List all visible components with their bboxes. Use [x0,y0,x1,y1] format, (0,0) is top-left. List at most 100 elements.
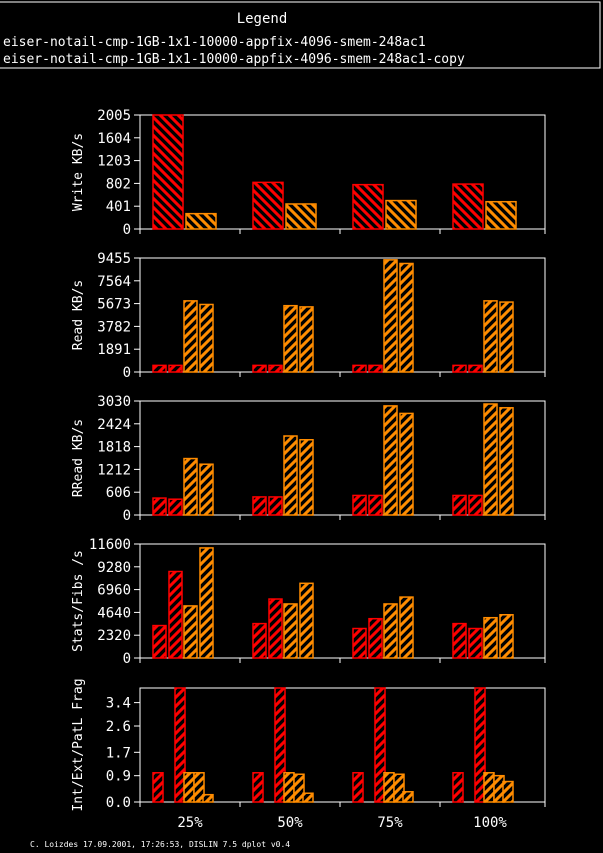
bar [252,622,267,659]
bar [452,364,467,373]
bar [499,614,514,659]
bar [283,435,298,516]
bar [152,114,184,230]
bar [483,772,495,803]
y-tick-label: 606 [106,485,131,501]
y-axis-label: Int/Ext/PatL Frag [71,678,86,811]
legend-entry-2: eiser-notail-cmp-1GB-1x1-10000-appfix-40… [3,52,465,67]
y-tick-label: 802 [106,176,131,192]
bar [483,616,498,659]
bar [352,494,367,516]
bar [185,212,217,230]
bar [252,496,267,516]
bar [352,627,367,659]
bar [183,300,198,373]
plot-frame [139,400,546,516]
bar [452,772,464,803]
bar [299,306,314,373]
bar [374,687,386,803]
bar [474,687,486,803]
y-axis-label: RRead KB/s [71,419,86,497]
y-tick-label: 1203 [97,154,131,170]
bar [168,570,183,659]
legend-entry-1: eiser-notail-cmp-1GB-1x1-10000-appfix-40… [3,35,426,50]
chart-panel-5: 0.0 0.9 1.7 2.6 3.4 Int/Ext/PatL Frag 25% 50% 75… [71,678,546,831]
legend-box [0,1,601,69]
plot-frame [139,687,546,803]
bar [283,304,298,373]
bar [299,582,314,659]
y-tick-label: 9280 [97,560,131,576]
chart-panel-2: 0 1891 3782 5673 7564 9455 Read KB/s [71,251,546,381]
bar [383,405,398,516]
y-tick-label: 1.7 [106,745,131,761]
bar [183,457,198,516]
bar [302,792,314,803]
bar [468,494,483,516]
y-tick-label: 0 [123,508,131,524]
bar [383,603,398,659]
y-tick-label: 1818 [97,440,131,456]
chart-panel-1: 0 401 802 1203 1604 2005 Write KB/s [71,108,546,238]
y-tick-label: 3.4 [106,696,131,712]
bar [452,494,467,516]
bar [268,364,283,373]
bar [283,772,295,803]
bar [368,364,383,373]
y-tick-label: 401 [106,199,131,215]
bar [252,181,284,230]
bar [283,603,298,659]
y-axis-label: Stats/Fibs /s [71,550,86,652]
y-tick-label: 3030 [97,394,131,410]
bar [483,403,498,516]
bar [399,596,414,659]
bar [468,627,483,659]
bar [199,547,214,659]
bar [152,772,164,803]
bar [468,364,483,373]
bar [168,364,183,373]
bar [483,300,498,373]
y-axis-label: Write KB/s [71,133,86,211]
x-tick-label: 75% [377,815,403,831]
bar [299,439,314,516]
bar [268,496,283,516]
bar [152,497,167,516]
x-tick-label: 25% [177,815,203,831]
y-tick-label: 2320 [97,628,131,644]
bar [352,772,364,803]
bar [174,687,186,803]
chart-panels: 0 401 802 1203 1604 2005 Write KB/s 0 1891 3782 56… [71,108,546,831]
bar [268,598,283,659]
y-tick-label: 0.9 [106,769,131,785]
bar [193,772,205,803]
y-tick-label: 1891 [97,342,131,358]
y-tick-label: 0 [123,222,131,238]
bar [199,303,214,373]
bar [393,773,405,803]
bar [274,687,286,803]
bar [368,494,383,516]
y-tick-label: 9455 [97,251,131,267]
bar [499,301,514,373]
y-tick-label: 6960 [97,583,131,599]
y-tick-label: 2424 [97,417,131,433]
bar [399,262,414,373]
y-tick-label: 1212 [97,462,131,478]
bar [502,780,514,803]
plot-frame [139,543,546,659]
y-tick-label: 3782 [97,319,131,335]
y-tick-label: 2.6 [106,719,131,735]
bar [252,772,264,803]
bar [399,412,414,516]
bar [183,605,198,659]
bar [368,617,383,659]
bar [293,773,305,803]
y-tick-label: 1604 [97,131,131,147]
y-tick-label: 0.0 [106,795,131,811]
bar [452,622,467,659]
bar [168,498,183,516]
y-tick-label: 4640 [97,605,131,621]
